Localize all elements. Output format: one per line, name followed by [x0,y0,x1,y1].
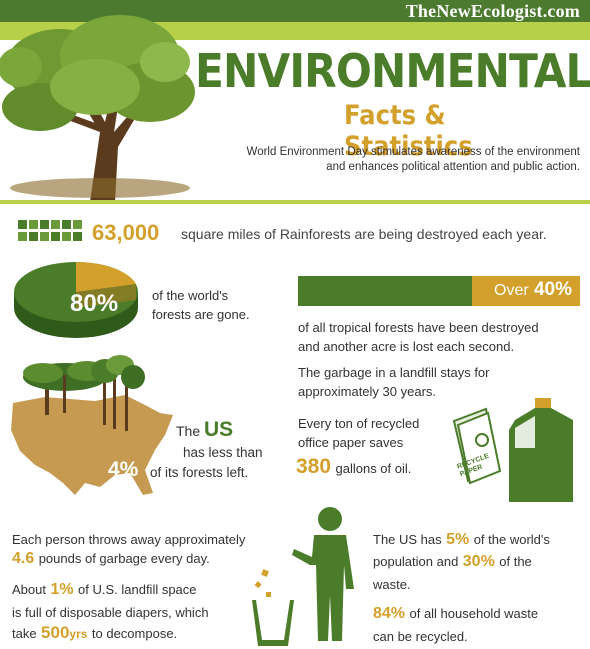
waste-line-1: The US has 5% of the world's [373,530,550,549]
divider [0,200,590,204]
diaper-line-1: About 1% of U.S. landfill space [12,580,197,599]
tropical-text-2: and another acre is lost each second. [298,337,539,356]
paper-text: Every ton of recycled office paper saves [298,414,419,452]
rainforest-squares [18,220,86,244]
paper-number-line: 380 gallons of oil. [296,455,411,479]
waste-text-5: waste. [373,575,411,594]
tropical-label: Over 40% [494,279,572,301]
tropical-bar: Over 40% [298,276,580,306]
trash-bin-icon [248,560,304,646]
forests-percent: 80% [70,290,118,318]
forests-text: of the world's forests are gone. [152,286,250,324]
bottle-icon [505,398,583,506]
garbage-text-1: Each person throws away approximately [12,530,245,549]
intro-line-1: World Environment Day stimulates awarene… [205,145,580,160]
us-title: The US [176,418,233,442]
us-percent: 4% [108,458,138,482]
forests-text-2: forests are gone. [152,305,250,324]
tropical-text-1: of all tropical forests have been destro… [298,318,539,337]
rainforest-text: square miles of Rainforests are being de… [181,225,547,244]
tropical-text: of all tropical forests have been destro… [298,318,539,356]
us-map-icon [5,355,180,505]
page-title: ENVIRONMENTAL [195,44,590,98]
paper-text-1: Every ton of recycled [298,414,419,433]
intro-line-2: and enhances political attention and pub… [205,160,580,175]
us-text-2: of its forests left. [150,463,248,482]
waste-line-2: population and 30% of the [373,552,532,571]
paper-text-2: office paper saves [298,433,419,452]
landfill-text-1: The garbage in a landfill stays for [298,363,490,382]
diaper-line-3: take 500yrs to decompose. [12,623,177,643]
rainforest-number: 63,000 [92,220,159,246]
site-name[interactable]: TheNewEcologist.com [406,1,580,22]
us-text-1: has less than [183,443,263,462]
forests-text-1: of the world's [152,286,250,305]
recycle-line-1: 84% of all household waste [373,604,538,623]
garbage-line-2: 4.6 pounds of garbage every day. [12,549,210,568]
tree-icon [0,12,200,202]
diaper-text-3: is full of disposable diapers, which [12,603,209,622]
intro-text: World Environment Day stimulates awarene… [205,145,580,175]
recycle-text-2: can be recycled. [373,627,468,646]
